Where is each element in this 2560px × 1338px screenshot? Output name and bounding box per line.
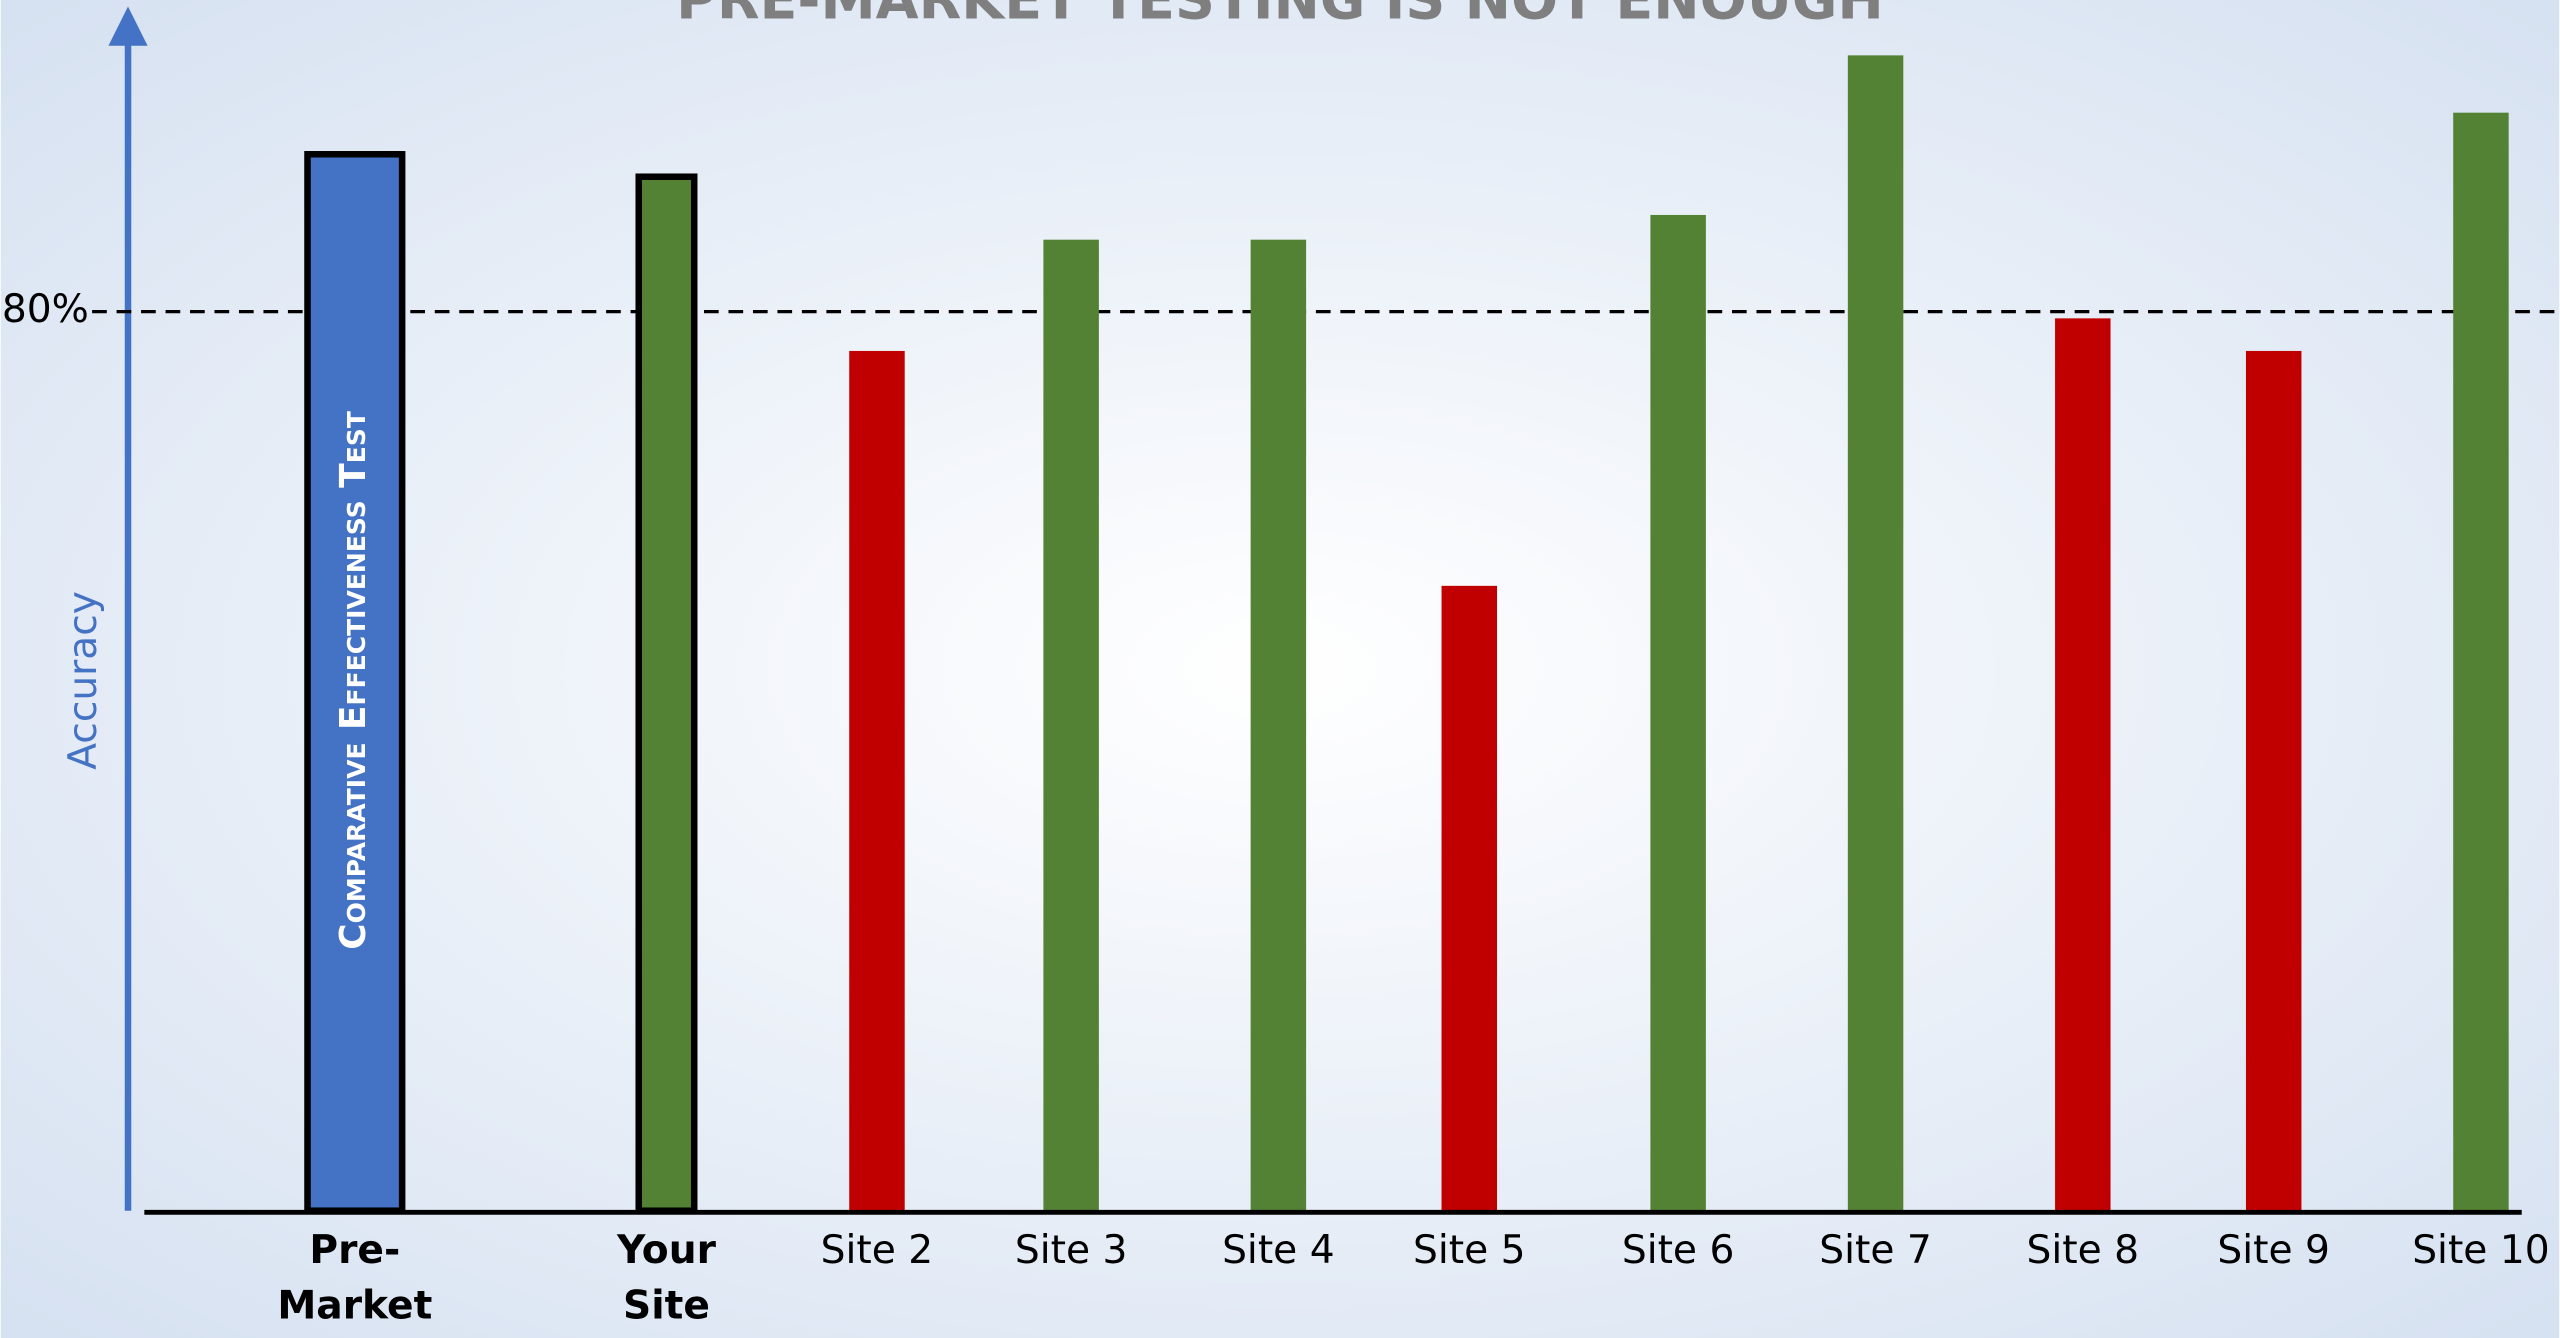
- bar: [635, 173, 698, 1214]
- x-tick-label: Site 2: [820, 1227, 934, 1273]
- x-tick-label: Site 9: [2217, 1227, 2330, 1273]
- chart-title: PRE-MARKET TESTING IS NOT ENOUGH: [676, 0, 1884, 32]
- bar: [2245, 350, 2302, 1211]
- x-tick-label: Site 4: [1222, 1227, 1335, 1273]
- y-tick-label: 80%: [2, 287, 89, 332]
- bar: [2453, 112, 2509, 1211]
- x-tick-label: Site 6: [1621, 1227, 1735, 1273]
- x-tick-label: Pre-Market Testing: [275, 1227, 434, 1338]
- x-tick-label-box: Site 10: [2412, 1227, 2550, 1273]
- x-tick-label: Site 5: [1412, 1227, 1526, 1273]
- x-tick-label-box: Site 7: [1819, 1227, 1932, 1273]
- bar: [849, 350, 905, 1211]
- x-tick-label: Your Site: [617, 1227, 716, 1328]
- x-tick-label-box: Your Site: [617, 1227, 716, 1328]
- x-tick-label: Site 3: [1014, 1227, 1128, 1273]
- x-tick-label-box: Site 9: [2217, 1227, 2330, 1273]
- x-tick-label-box: Site 6: [1621, 1227, 1735, 1273]
- bar: [1043, 239, 1099, 1211]
- x-tick-label-box: Pre-Market Testing: [275, 1227, 434, 1338]
- x-tick-label: Site 10: [2412, 1227, 2550, 1273]
- x-tick-label-box: Site 5: [1412, 1227, 1526, 1273]
- x-tick-label-box: Site 2: [820, 1227, 934, 1273]
- bar: [2055, 318, 2111, 1211]
- x-tick-label: Site 7: [1819, 1227, 1932, 1273]
- x-tick-label-box: Site 3: [1014, 1227, 1128, 1273]
- bar: [1847, 55, 1904, 1211]
- x-tick-label: Site 8: [2026, 1227, 2140, 1273]
- bar: [1650, 214, 1706, 1211]
- bar: [1250, 239, 1307, 1211]
- x-tick-label-box: Site 8: [2026, 1227, 2140, 1273]
- x-tick-label-box: Site 4: [1222, 1227, 1335, 1273]
- bar-annotation: Comparative Effectiveness Test: [333, 411, 374, 950]
- y-axis-label: Accuracy: [61, 591, 106, 770]
- y-axis-arrow: [108, 6, 148, 46]
- bar: [1441, 585, 1498, 1211]
